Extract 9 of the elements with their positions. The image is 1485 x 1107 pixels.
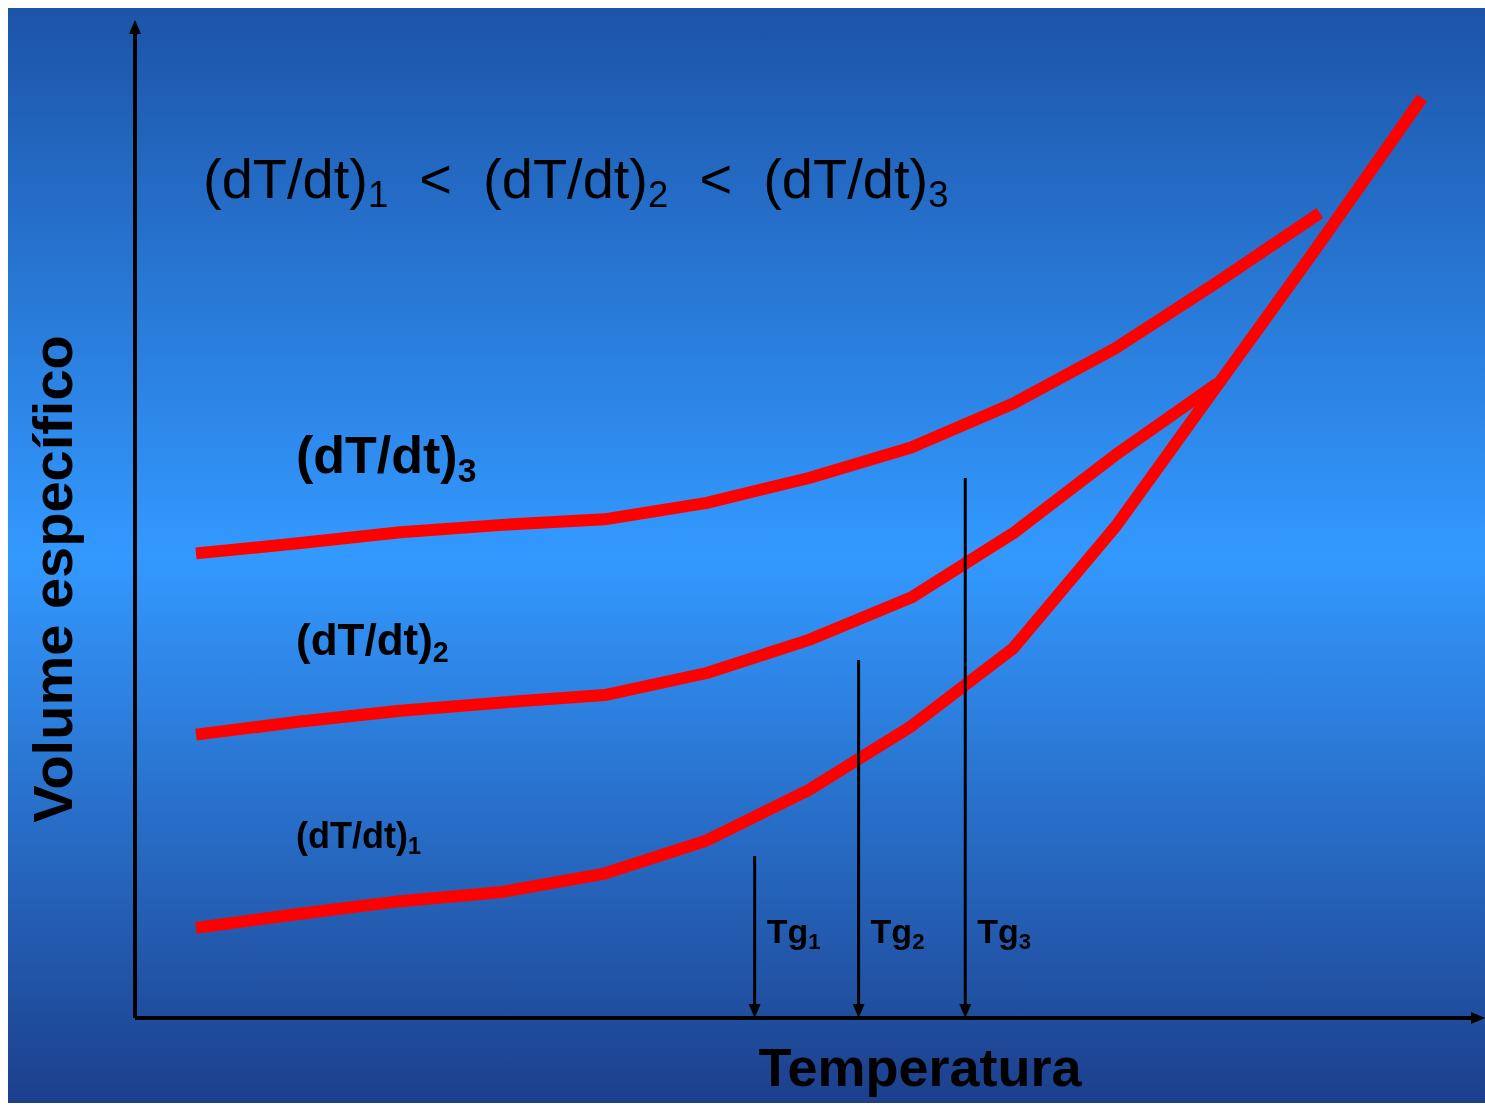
series-label: (dT/dt)$_{1}$ xyxy=(296,814,421,859)
annotation: (dT/dt)$_{1}$ < (dT/dt)$_{2}$ < (dT/dt)$_{3}$ xyxy=(203,147,949,215)
annotation: Tg$_{1}$ xyxy=(766,912,821,954)
annotation: Tg$_{3}$ xyxy=(977,912,1032,954)
y-axis-title: Volume específico xyxy=(21,335,84,823)
x-axis-title: Temperatura xyxy=(758,1037,1083,1097)
series-label: (dT/dt)$_{2}$ xyxy=(296,614,449,668)
annotation: Tg$_{2}$ xyxy=(870,912,925,954)
series-label: (dT/dt)$_{3}$ xyxy=(296,426,477,489)
